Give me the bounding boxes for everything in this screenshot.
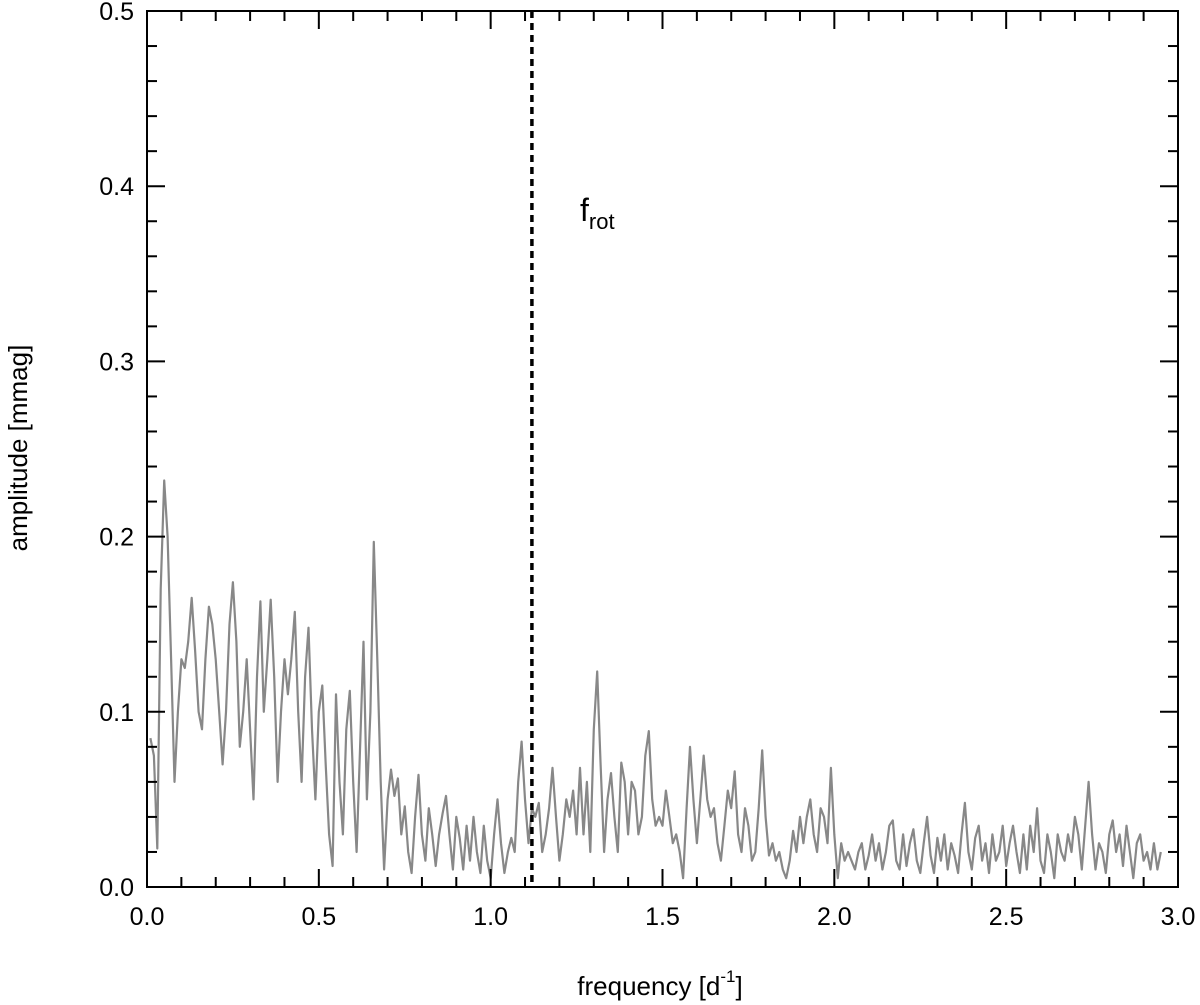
frot-annotation: frot	[580, 192, 615, 234]
x-tick-label: 0.0	[130, 903, 165, 931]
y-tick-label: 0.2	[99, 524, 134, 552]
x-tick-label: 2.5	[989, 903, 1024, 931]
y-tick-label: 0.5	[99, 0, 134, 26]
x-tick-label: 3.0	[1161, 903, 1196, 931]
series-line	[149, 479, 1162, 880]
y-tick-label: 0.3	[99, 348, 134, 376]
y-tick-label: 0.1	[99, 699, 134, 727]
y-tick-label: 0.0	[99, 874, 134, 902]
plot-area: 0.0 0.5 1.0 1.5 2.0 2.5 3.0 0.0 0.1 0.2 0.3 0.4 0.5	[99, 0, 1195, 931]
y-tick-label: 0.4	[99, 173, 134, 201]
x-tick-label: 1.0	[473, 903, 508, 931]
x-axis-title: frequency [d-1]	[577, 967, 742, 1001]
x-tick-label: 0.5	[301, 903, 336, 931]
y-axis-title: amplitude [mmag]	[3, 345, 33, 552]
x-tick-label: 1.5	[645, 903, 680, 931]
x-tick-label: 2.0	[817, 903, 852, 931]
